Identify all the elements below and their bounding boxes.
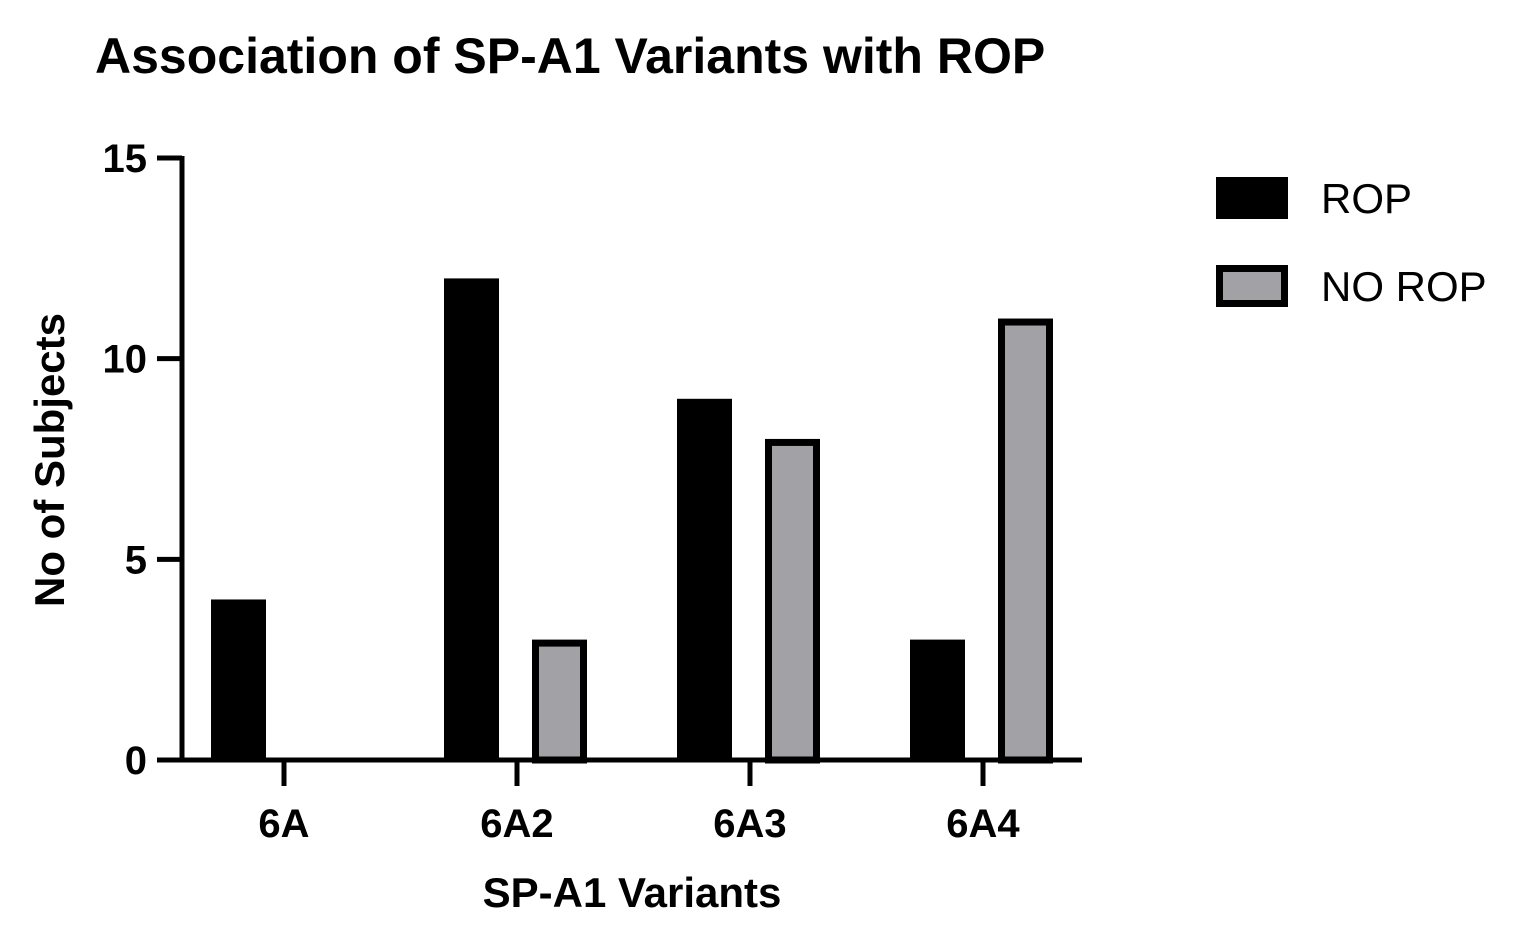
bar-rop-6a bbox=[211, 599, 266, 760]
bars bbox=[211, 278, 1053, 764]
bar-rop-6a3 bbox=[677, 398, 732, 760]
x-tick-label: 6A bbox=[258, 802, 309, 846]
chart-title: Association of SP-A1 Variants with ROP bbox=[95, 28, 1045, 84]
bar-no-rop-6a3 bbox=[765, 438, 820, 764]
x-tick-label: 6A4 bbox=[946, 802, 1020, 846]
x-tick-label: 6A2 bbox=[480, 802, 553, 846]
bar-no-rop-6a2 bbox=[532, 639, 587, 764]
y-axis: 0 5 10 15 bbox=[103, 137, 185, 783]
y-tick-label: 15 bbox=[103, 137, 148, 181]
legend-label-no-rop: NO ROP bbox=[1321, 263, 1487, 310]
legend-swatch-rop bbox=[1216, 177, 1288, 219]
y-tick-label: 10 bbox=[103, 338, 148, 382]
legend: ROP NO ROP bbox=[1216, 175, 1487, 310]
y-tick-label: 0 bbox=[125, 739, 147, 783]
legend-swatch-no-rop bbox=[1216, 265, 1288, 307]
bar-no-rop-6a4 bbox=[998, 318, 1053, 764]
x-axis-label: SP-A1 Variants bbox=[483, 869, 782, 916]
x-axis: 6A 6A2 6A3 6A4 bbox=[180, 757, 1082, 846]
bar-rop-6a4 bbox=[910, 639, 965, 760]
y-tick-label: 5 bbox=[125, 538, 147, 582]
y-axis-label: No of Subjects bbox=[26, 313, 73, 607]
bar-rop-6a2 bbox=[444, 278, 499, 760]
x-tick-label: 6A3 bbox=[713, 802, 786, 846]
legend-label-rop: ROP bbox=[1321, 175, 1412, 222]
